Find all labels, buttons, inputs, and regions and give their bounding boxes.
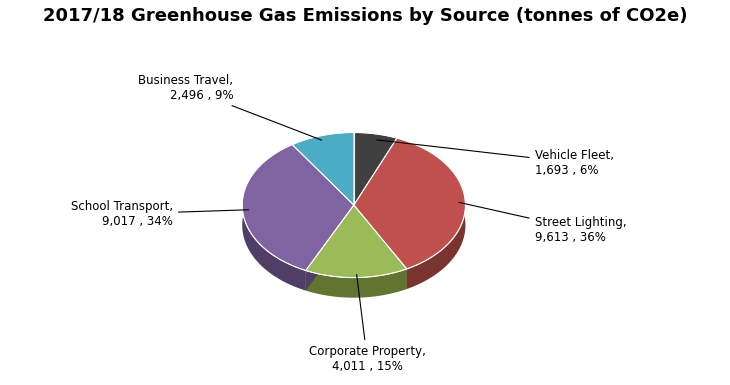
- Text: Street Lighting,
9,613 , 36%: Street Lighting, 9,613 , 36%: [459, 203, 626, 244]
- Text: Corporate Property,
4,011 , 15%: Corporate Property, 4,011 , 15%: [309, 275, 426, 373]
- Text: Business Travel,
2,496 , 9%: Business Travel, 2,496 , 9%: [138, 74, 322, 140]
- Polygon shape: [354, 132, 397, 158]
- Polygon shape: [306, 205, 407, 278]
- Polygon shape: [354, 132, 397, 205]
- Polygon shape: [354, 138, 397, 225]
- Text: School Transport,
9,017 , 34%: School Transport, 9,017 , 34%: [71, 200, 249, 228]
- Polygon shape: [397, 138, 466, 289]
- Polygon shape: [354, 138, 466, 269]
- Polygon shape: [242, 144, 306, 291]
- Polygon shape: [354, 205, 407, 289]
- Title: 2017/18 Greenhouse Gas Emissions by Source (tonnes of CO2e): 2017/18 Greenhouse Gas Emissions by Sour…: [43, 7, 687, 25]
- Polygon shape: [306, 205, 354, 291]
- Text: Vehicle Fleet,
1,693 , 6%: Vehicle Fleet, 1,693 , 6%: [377, 140, 614, 177]
- Polygon shape: [292, 144, 354, 225]
- Polygon shape: [292, 132, 354, 205]
- Polygon shape: [242, 144, 354, 271]
- Polygon shape: [354, 205, 407, 289]
- Polygon shape: [354, 138, 397, 225]
- Polygon shape: [306, 269, 407, 298]
- Polygon shape: [292, 144, 354, 225]
- Polygon shape: [306, 205, 354, 291]
- Polygon shape: [292, 132, 354, 165]
